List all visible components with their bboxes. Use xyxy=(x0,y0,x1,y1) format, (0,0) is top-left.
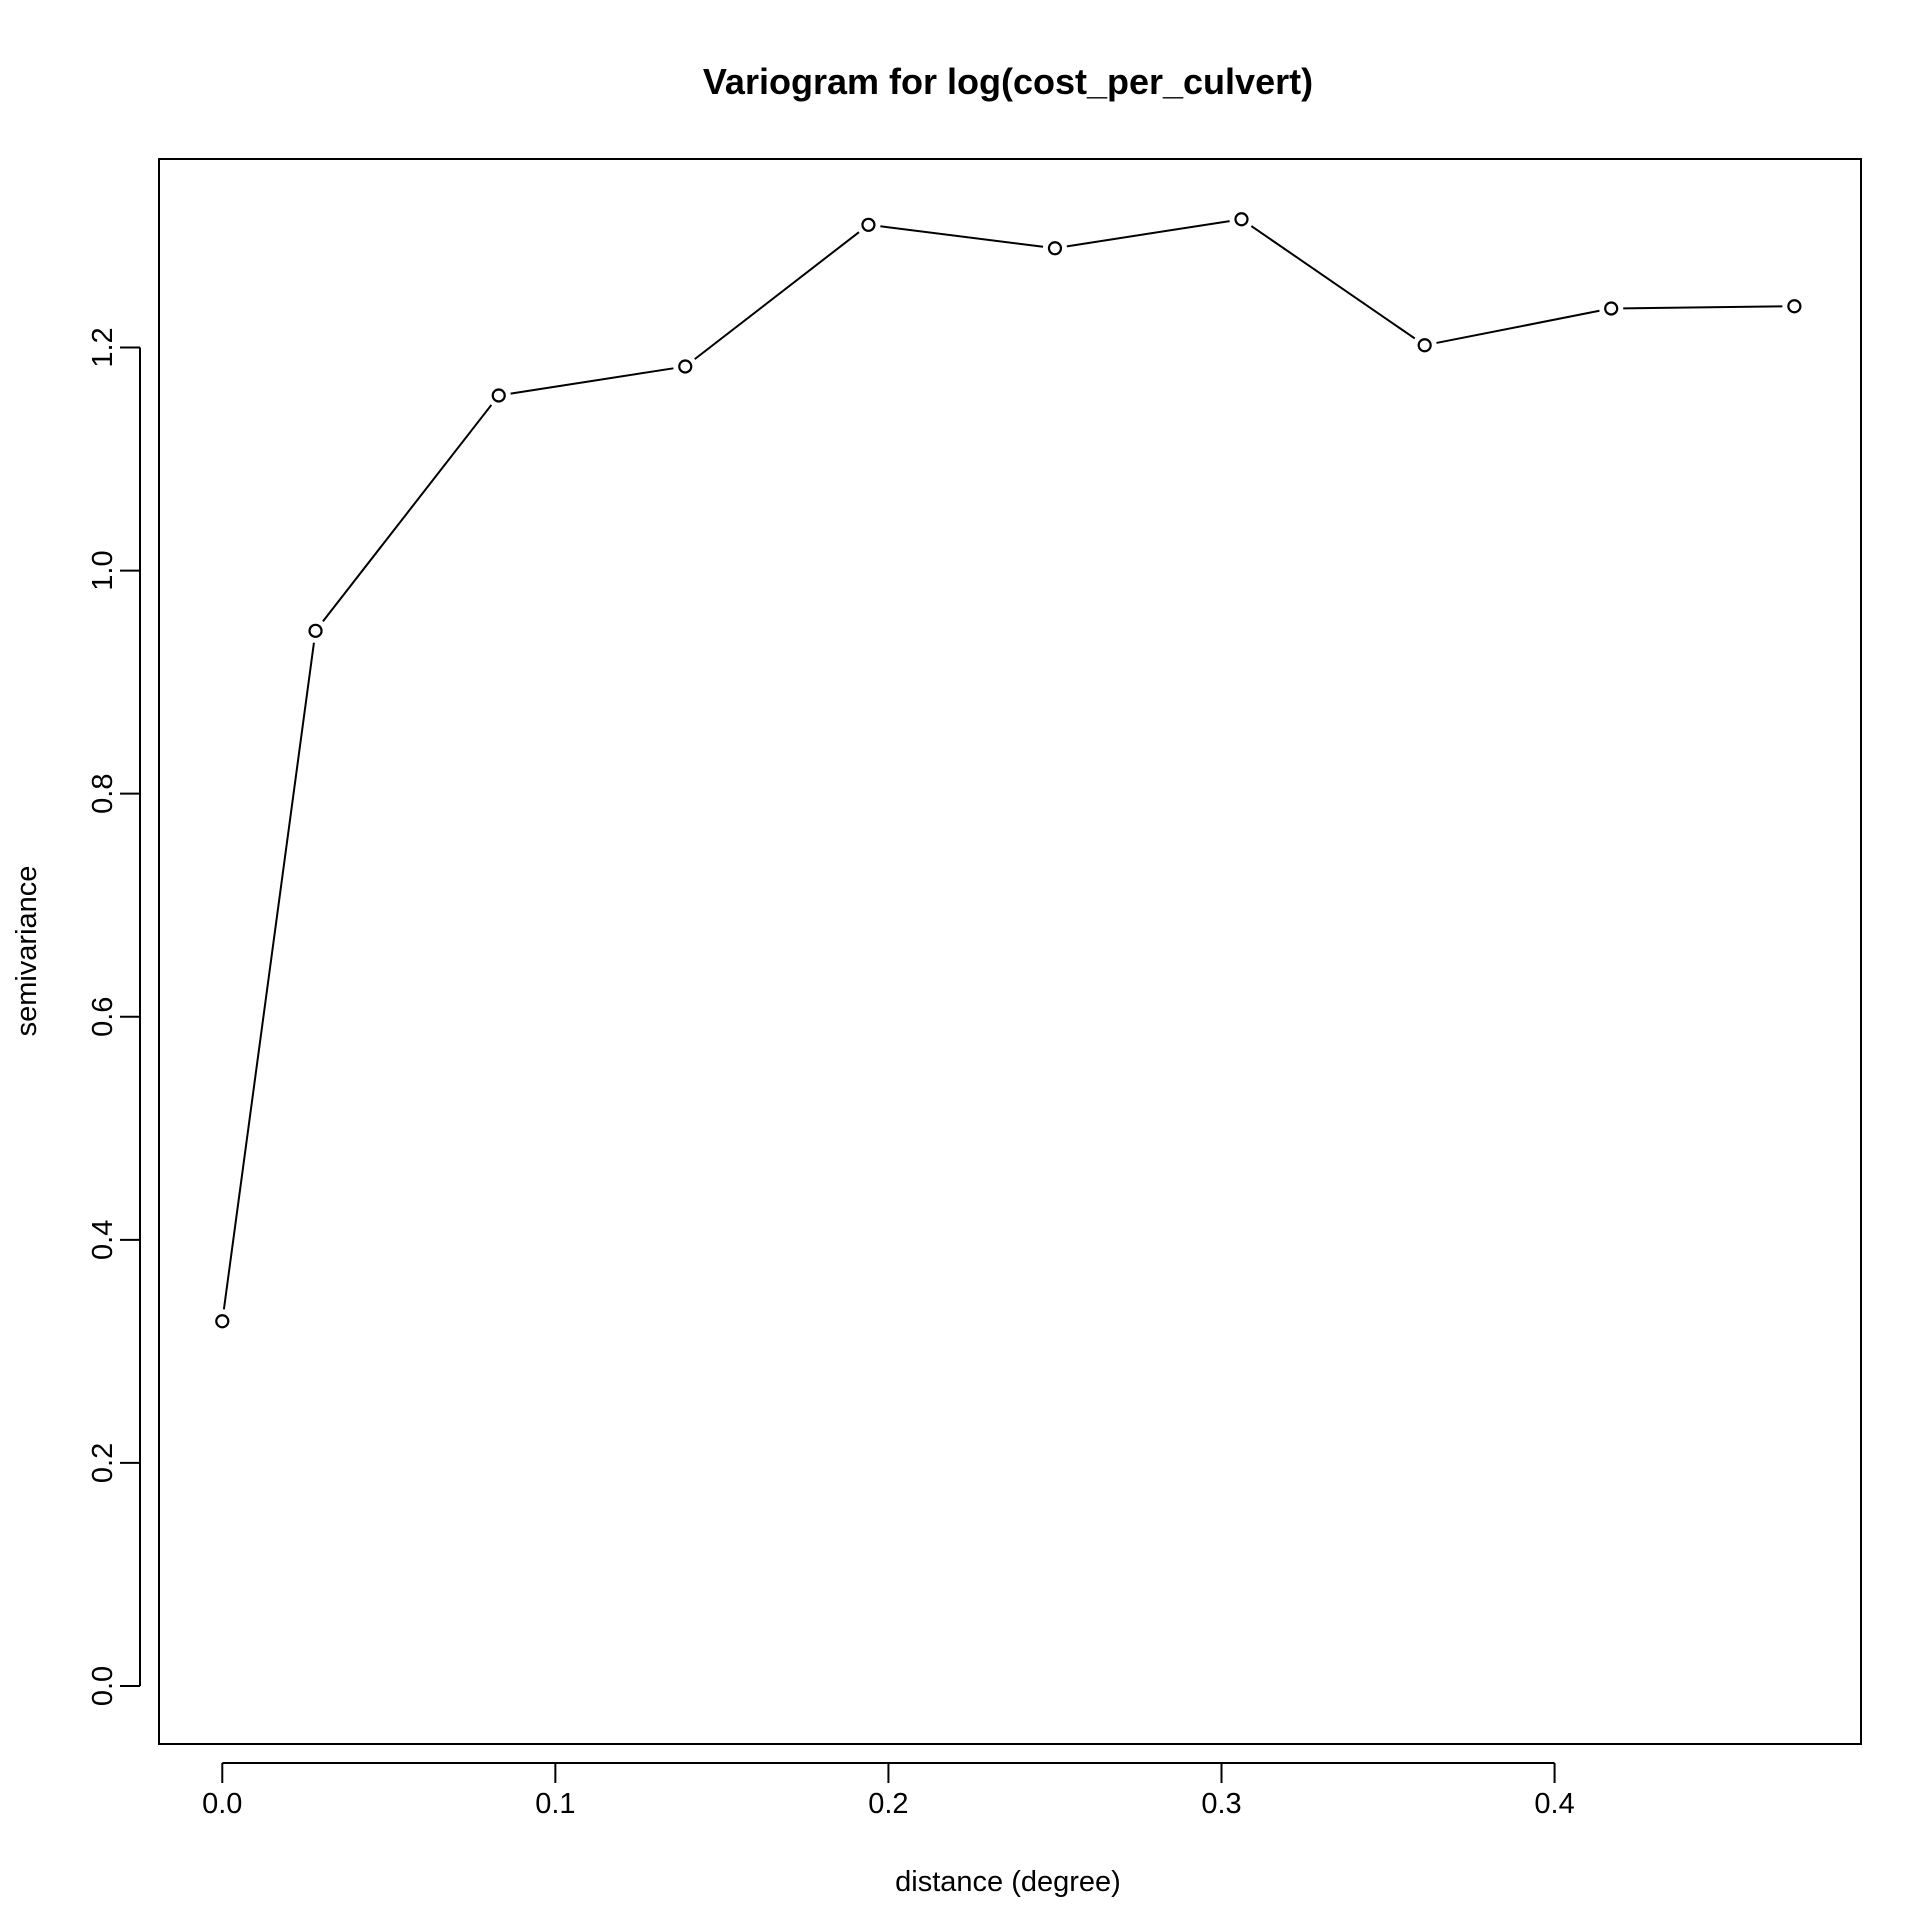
series-line-segment xyxy=(1436,309,1600,344)
y-axis-label: semivariance xyxy=(11,866,43,1037)
data-point xyxy=(1234,212,1249,227)
y-tick-label: 1.2 xyxy=(87,327,119,367)
x-axis: 0.0 0.1 0.2 0.3 0.4 xyxy=(202,1762,1575,1820)
series-line-segment xyxy=(222,642,315,1310)
series-line-segment xyxy=(880,225,1044,248)
y-axis: 0.0 0.2 0.4 0.6 0.8 1.0 1.2 xyxy=(87,327,141,1706)
y-tick-label: 0.2 xyxy=(87,1443,119,1483)
data-point xyxy=(1604,301,1619,316)
x-tick-label: 0.1 xyxy=(535,1788,575,1820)
series-line-segment xyxy=(1623,305,1783,310)
plot-area-frame xyxy=(158,158,1862,1745)
y-tick-label: 0.6 xyxy=(87,997,119,1037)
series-line-segment xyxy=(510,367,674,395)
data-point xyxy=(678,359,693,374)
x-axis-label: distance (degree) xyxy=(895,1866,1121,1898)
series-line-segment xyxy=(1250,225,1416,340)
x-tick-label: 0.0 xyxy=(202,1788,242,1820)
chart-title: Variogram for log(cost_per_culvert) xyxy=(703,61,1313,102)
series-points xyxy=(215,212,1802,1329)
data-point xyxy=(1047,241,1063,256)
y-tick-label: 0.8 xyxy=(87,774,119,814)
x-tick-label: 0.3 xyxy=(1201,1788,1241,1820)
data-point xyxy=(215,1314,230,1329)
data-point xyxy=(1787,299,1802,314)
data-point xyxy=(861,217,876,232)
x-tick-label: 0.4 xyxy=(1534,1788,1574,1820)
data-point xyxy=(491,388,506,403)
y-tick-label: 1.0 xyxy=(87,550,119,590)
series-lines xyxy=(222,220,1783,1310)
x-tick-label: 0.2 xyxy=(868,1788,908,1820)
data-point xyxy=(1417,338,1432,353)
series-line-segment xyxy=(694,231,860,360)
data-point xyxy=(308,623,323,638)
y-tick-label: 0.0 xyxy=(87,1666,119,1706)
y-tick-label: 0.4 xyxy=(87,1220,119,1260)
series-line-segment xyxy=(1066,220,1230,248)
series-line-segment xyxy=(322,404,493,622)
